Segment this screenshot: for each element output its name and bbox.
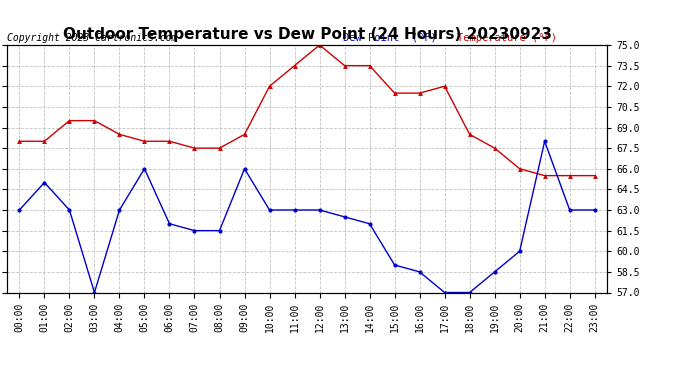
- Text: Dew Point  (°F): Dew Point (°F): [343, 33, 437, 42]
- Text: Temperature (°F): Temperature (°F): [457, 33, 557, 42]
- Text: Copyright 2023 Cartronics.com: Copyright 2023 Cartronics.com: [7, 33, 177, 42]
- Title: Outdoor Temperature vs Dew Point (24 Hours) 20230923: Outdoor Temperature vs Dew Point (24 Hou…: [63, 27, 551, 42]
